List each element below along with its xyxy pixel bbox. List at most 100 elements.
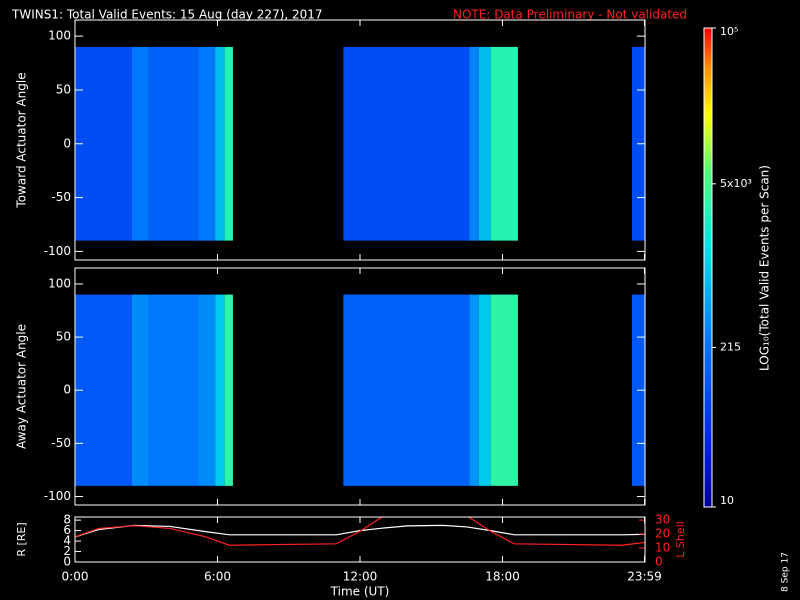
colorbar-swatch: [704, 187, 712, 193]
y2-tick-label: 20: [655, 527, 670, 541]
colorbar-swatch: [704, 139, 712, 145]
colorbar-swatch: [704, 207, 712, 213]
panel-frame: [74, 516, 646, 563]
colorbar-swatch: [704, 467, 712, 472]
heatmap-cell: [132, 46, 149, 241]
colorbar-swatch: [704, 219, 712, 225]
colorbar-swatch: [704, 143, 712, 149]
heatmap-cell: [224, 294, 233, 486]
y2-axis-label: L Shell: [674, 521, 687, 557]
colorbar-swatch: [704, 387, 712, 392]
colorbar-swatch: [704, 255, 712, 261]
colorbar-swatch: [704, 59, 712, 65]
date-stamp: 8 Sep 17: [781, 552, 791, 592]
y-tick-label: 4: [63, 534, 71, 548]
colorbar-swatch: [704, 75, 712, 81]
colorbar-swatch: [704, 379, 712, 384]
x-tick-label: 12:00: [343, 570, 378, 584]
y2-tick-label: 30: [655, 513, 670, 527]
heatmap-cell: [478, 46, 491, 241]
colorbar-swatch: [704, 363, 712, 368]
y-tick-label: 100: [48, 29, 71, 43]
colorbar-tick-label: 215: [720, 340, 741, 353]
colorbar-swatch: [704, 163, 712, 169]
y-tick-label: 50: [56, 330, 71, 344]
colorbar-swatch: [704, 107, 712, 113]
colorbar-swatch: [704, 487, 712, 492]
colorbar-swatch: [704, 43, 712, 49]
y-tick-label: 100: [48, 276, 71, 290]
colorbar-swatch: [704, 479, 712, 484]
colorbar-swatch: [704, 119, 712, 125]
colorbar-swatch: [704, 415, 712, 420]
colorbar-swatch: [704, 295, 712, 300]
colorbar-swatch: [704, 103, 712, 109]
colorbar-swatch: [704, 303, 712, 308]
colorbar-swatch: [704, 271, 712, 276]
colorbar-swatch: [704, 91, 712, 97]
colorbar-swatch: [704, 283, 712, 288]
colorbar-swatch: [704, 451, 712, 456]
heatmap-cell: [469, 294, 479, 486]
colorbar-swatch: [704, 131, 712, 137]
x-tick-label: 23:59: [627, 570, 662, 584]
plot-area: [75, 517, 645, 546]
x-tick-label: 18:00: [485, 570, 520, 584]
colorbar-swatch: [704, 463, 712, 468]
colorbar-swatch: [704, 367, 712, 372]
line-series: [75, 517, 645, 546]
colorbar-swatch: [704, 215, 712, 221]
y-axis-label: R [RE]: [15, 522, 28, 556]
colorbar-swatch: [704, 471, 712, 476]
heatmap-cell: [75, 46, 132, 241]
y-tick-label: -50: [51, 436, 71, 450]
x-tick-label: 0:00: [62, 570, 89, 584]
colorbar-swatch: [704, 475, 712, 480]
y-tick-label: 2: [63, 544, 71, 558]
colorbar-swatch: [704, 39, 712, 45]
heatmap-cell: [148, 46, 199, 241]
colorbar-swatch: [704, 299, 712, 304]
colorbar-swatch: [704, 28, 712, 33]
colorbar-swatch: [704, 391, 712, 396]
colorbar-swatch: [704, 47, 712, 53]
colorbar-swatch: [704, 403, 712, 408]
colorbar-swatch: [704, 259, 712, 265]
heatmap-cell: [75, 294, 132, 486]
colorbar-swatch: [704, 319, 712, 324]
colorbar-swatch: [704, 135, 712, 141]
colorbar-swatch: [704, 315, 712, 320]
colorbar-swatch: [704, 147, 712, 153]
panel-frame: [74, 267, 646, 506]
colorbar-swatch: [704, 155, 712, 161]
colorbar-swatch: [704, 247, 712, 253]
colorbar-swatch: [704, 127, 712, 133]
y-tick-label: 6: [63, 523, 71, 537]
colorbar-tick-label: 10: [720, 494, 734, 507]
y-tick-label: -50: [51, 190, 71, 204]
heatmap-cell: [343, 294, 470, 486]
colorbar-swatch: [704, 227, 712, 233]
heatmap-cell: [343, 46, 470, 241]
colorbar-swatch: [704, 183, 712, 189]
heatmap-cell: [490, 46, 518, 241]
colorbar-swatch: [704, 371, 712, 376]
colorbar-swatch: [704, 411, 712, 416]
y2-tick-label: 0: [655, 555, 663, 569]
colorbar-swatch: [704, 343, 712, 348]
colorbar-swatch: [704, 459, 712, 464]
colorbar-swatch: [704, 275, 712, 280]
colorbar-swatch: [704, 347, 712, 352]
heatmap-cell: [148, 294, 199, 486]
y2-tick-label: 10: [655, 541, 670, 555]
colorbar-swatch: [704, 439, 712, 444]
colorbar-swatch: [704, 279, 712, 284]
colorbar-swatch: [704, 55, 712, 61]
colorbar-swatch: [704, 239, 712, 245]
colorbar-frame: [703, 27, 713, 508]
colorbar-swatch: [704, 423, 712, 428]
colorbar-swatch: [704, 267, 712, 272]
y-tick-label: 8: [63, 513, 71, 527]
heatmap-cell: [198, 46, 216, 241]
colorbar-swatch: [704, 499, 712, 504]
